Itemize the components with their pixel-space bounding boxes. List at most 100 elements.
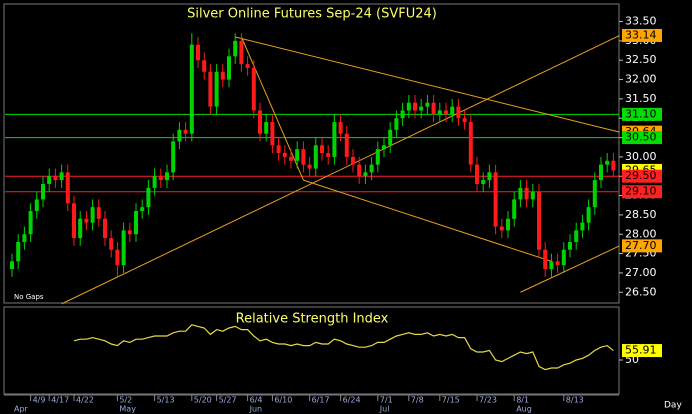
- candle-body: [103, 218, 107, 239]
- candle-body: [363, 172, 368, 177]
- candle-body: [22, 234, 27, 242]
- candle-body: [574, 230, 579, 242]
- candle-body: [233, 40, 238, 57]
- candle-body: [47, 176, 52, 184]
- level-label: 29.10: [625, 185, 657, 198]
- level-label: 31.10: [625, 107, 657, 120]
- y-tick-label: 26.50: [625, 285, 657, 298]
- candle-body: [96, 207, 101, 219]
- level-label: 33.14: [625, 28, 657, 41]
- candle-body: [493, 172, 498, 227]
- candle-body: [512, 199, 517, 219]
- candle-body: [208, 71, 213, 107]
- level-label: 29.50: [625, 169, 657, 182]
- x-tick-label: 7/8: [411, 396, 424, 405]
- level-label: 30.50: [625, 131, 657, 144]
- month-label: Aug: [516, 405, 532, 414]
- x-tick-label: 4/9: [33, 396, 46, 405]
- candle-body: [605, 160, 610, 165]
- rsi-line: [73, 324, 614, 371]
- candle-body: [450, 106, 455, 115]
- candle-body: [177, 129, 182, 142]
- candle-body: [34, 199, 39, 212]
- candle-body: [16, 241, 21, 262]
- candle-body: [549, 261, 554, 270]
- candle-body: [41, 183, 45, 200]
- candle-body: [611, 160, 616, 171]
- x-tick-label: 4/22: [76, 396, 94, 405]
- candle-body: [227, 56, 231, 80]
- candle-body: [468, 122, 473, 165]
- candle-body: [282, 153, 287, 157]
- level-box: [622, 239, 662, 253]
- month-label: Jun: [249, 405, 263, 414]
- candle-body: [276, 145, 281, 154]
- y-tick-label: 33.50: [625, 15, 657, 28]
- candle-body: [171, 141, 176, 173]
- candle-body: [127, 230, 132, 235]
- candle-body: [530, 191, 535, 200]
- candle-body: [289, 156, 293, 161]
- candle-body: [344, 133, 349, 157]
- x-tick-label: 7/15: [442, 396, 460, 405]
- candle-body: [59, 172, 64, 181]
- candle-body: [599, 164, 603, 181]
- candle-body: [537, 191, 541, 250]
- x-tick-label: 8/1: [516, 396, 529, 405]
- candle-body: [369, 164, 374, 173]
- candle-body: [72, 203, 76, 239]
- x-tick-label: 6/4: [250, 396, 263, 405]
- x-tick-label: 5/20: [194, 396, 212, 405]
- candle-body: [158, 176, 163, 181]
- candle-body: [394, 118, 399, 130]
- x-tick-label: 6/17: [312, 396, 330, 405]
- y-tick-label: 31.50: [625, 92, 657, 105]
- candle-body: [90, 207, 95, 223]
- x-axis-label: Day: [664, 401, 682, 411]
- candle-body: [251, 67, 256, 111]
- x-tick-label: 4/17: [51, 396, 69, 405]
- last-value-box: [622, 344, 662, 358]
- candle-body: [245, 64, 250, 68]
- chart-title: Relative Strength Index: [236, 312, 389, 327]
- candle-body: [220, 71, 225, 80]
- candle-body: [121, 230, 126, 266]
- candle-body: [258, 110, 262, 134]
- level-box: [622, 185, 662, 199]
- candle-body: [214, 71, 219, 107]
- candle-body: [78, 218, 83, 239]
- y-tick-label: 30.00: [625, 150, 657, 163]
- candle-body: [84, 218, 89, 223]
- candle-body: [444, 110, 448, 115]
- trendline: [240, 36, 304, 181]
- x-tick-label: 5/13: [157, 396, 175, 405]
- candle-body: [326, 153, 331, 157]
- level-label: 27.70: [625, 239, 657, 252]
- candle-body: [270, 122, 275, 146]
- rsi-panel: [3, 306, 620, 395]
- candle-body: [382, 145, 386, 150]
- x-tick-label: 8/13: [566, 396, 584, 405]
- candle-body: [351, 156, 355, 165]
- candle-body: [406, 102, 411, 111]
- candle-body: [437, 110, 442, 115]
- candle-body: [202, 60, 207, 72]
- x-tick-label: 7/23: [479, 396, 497, 405]
- candle-body: [115, 249, 120, 266]
- y-tick-label: 28.00: [625, 227, 657, 240]
- y-tick-label: 28.50: [625, 208, 657, 221]
- candle-body: [413, 102, 417, 111]
- candle-body: [543, 249, 548, 270]
- candle-body: [586, 207, 591, 223]
- level-box: [622, 28, 662, 42]
- candle-body: [506, 218, 510, 231]
- candle-body: [481, 180, 486, 184]
- candle-body: [592, 180, 597, 208]
- x-tick-label: 6/24: [343, 396, 361, 405]
- candle-body: [320, 145, 324, 154]
- chart-title: Silver Online Futures Sep-24 (SVFU24): [187, 7, 437, 22]
- candle-body: [28, 211, 33, 235]
- level-box: [622, 169, 662, 183]
- x-tick-label: 5/2: [119, 396, 132, 405]
- candle-body: [152, 176, 157, 188]
